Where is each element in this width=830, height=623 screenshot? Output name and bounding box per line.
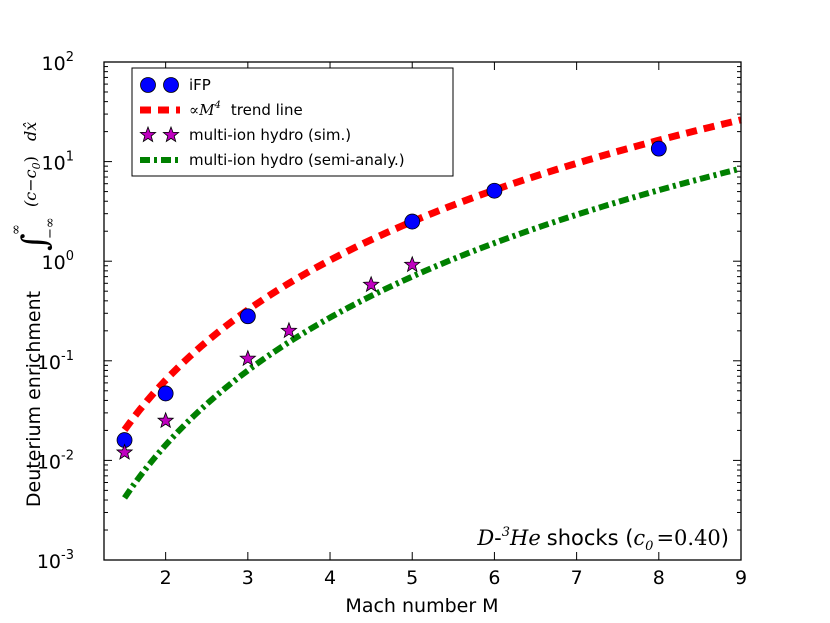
y-tick-exponent: -3 bbox=[61, 548, 74, 563]
sim-point bbox=[280, 321, 298, 339]
legend-label-sim: multi-ion hydro (sim.) bbox=[189, 126, 351, 144]
y-tick-exponent: 1 bbox=[66, 150, 74, 165]
sim-point bbox=[156, 411, 175, 429]
annot-sup: 3 bbox=[502, 525, 510, 540]
y-tick-exponent: -1 bbox=[61, 349, 74, 364]
x-axis-label: Mach number M bbox=[345, 595, 498, 617]
ifp-point bbox=[239, 308, 256, 325]
y-tick-base: 10 bbox=[42, 53, 66, 75]
legend-trend-prefix: ∝ bbox=[189, 101, 199, 119]
sim-point bbox=[362, 275, 380, 293]
x-tick-label: 5 bbox=[406, 567, 418, 589]
y-tick-base: 10 bbox=[42, 252, 66, 274]
y-tick-label: 102 bbox=[42, 50, 74, 75]
x-tick-label: 2 bbox=[160, 567, 172, 589]
annot-c: c bbox=[633, 526, 645, 550]
annotation: D-3He shocks (c0 =0.40) bbox=[476, 525, 729, 554]
integral-upper: ∞ bbox=[9, 224, 24, 235]
y-tick-label: 10-3 bbox=[37, 548, 74, 573]
y-tick-base: 10 bbox=[42, 153, 66, 175]
x-tick-label: 8 bbox=[653, 567, 665, 589]
legend-trend-var: M bbox=[198, 101, 215, 119]
legend-marker-ifp bbox=[163, 77, 179, 93]
integral-sign: ∫ bbox=[15, 233, 55, 251]
y-tick-label: 100 bbox=[42, 249, 74, 274]
plot-frame bbox=[103, 61, 742, 561]
legend-marker-ifp bbox=[140, 77, 156, 93]
y-tick-exponent: 2 bbox=[66, 50, 74, 65]
legend-trend-exp: 4 bbox=[214, 100, 221, 111]
y-tick-exponent: 0 bbox=[66, 249, 74, 264]
sim-point bbox=[239, 349, 257, 367]
legend-label-ifp: iFP bbox=[189, 76, 211, 94]
integral-lower: −∞ bbox=[43, 217, 58, 239]
legend-label-semi: multi-ion hydro (semi-analy.) bbox=[189, 151, 405, 169]
x-tick-label: 6 bbox=[488, 567, 500, 589]
legend-trend-suffix: trend line bbox=[231, 101, 303, 119]
integrand-close: ) bbox=[21, 156, 40, 162]
integrand-sub: 0 bbox=[30, 162, 43, 169]
x-tick-label: 7 bbox=[571, 567, 583, 589]
sim-point bbox=[115, 443, 134, 460]
y-label-dx: dx̂ bbox=[21, 122, 40, 141]
legend-marker-sim bbox=[139, 125, 157, 143]
y-axis-label: Deuterium enrichment ∫ ∞ −∞ (c−c0) dx̂ bbox=[9, 122, 58, 507]
x-tick-label: 3 bbox=[242, 567, 254, 589]
y-tick-exponent: -2 bbox=[61, 448, 74, 463]
ifp-point bbox=[157, 385, 174, 402]
y-tick-label: 10-2 bbox=[37, 448, 74, 473]
sim-point bbox=[403, 255, 421, 273]
y-tick-label: 101 bbox=[42, 150, 74, 175]
integrand-open: (c−c bbox=[21, 169, 40, 207]
legend-marker-sim bbox=[162, 125, 180, 143]
series-line-1 bbox=[121, 116, 742, 432]
annot-he: He bbox=[509, 526, 541, 550]
x-tick-label: 4 bbox=[324, 567, 336, 589]
y-tick-label: 10-1 bbox=[37, 349, 74, 374]
y-tick-base: 10 bbox=[37, 551, 61, 573]
legend-box bbox=[131, 67, 454, 177]
ifp-point bbox=[650, 140, 667, 157]
annot-close: ) bbox=[721, 526, 729, 550]
annot-word: shocks ( bbox=[547, 526, 634, 550]
annot-d: D bbox=[476, 526, 494, 550]
svg-text:(c−c0): (c−c0) bbox=[21, 156, 43, 207]
x-tick-label: 9 bbox=[735, 567, 747, 589]
y-tick-base: 10 bbox=[37, 352, 61, 374]
y-axis-label-text: Deuterium enrichment bbox=[23, 291, 45, 507]
annot-c-sub: 0 bbox=[645, 539, 653, 554]
series-line-3 bbox=[122, 165, 742, 500]
annot-dash: - bbox=[494, 526, 502, 550]
ifp-point bbox=[486, 182, 503, 199]
legend-label-trend: ∝M4 trend line bbox=[189, 100, 303, 119]
legend: iFP ∝M4 trend line multi-ion hydro (sim.)… bbox=[131, 67, 454, 177]
annot-eq: =0.40 bbox=[656, 526, 720, 550]
y-tick-base: 10 bbox=[37, 451, 61, 473]
svg-text:Deuterium enrichment: Deuterium enrichment bbox=[23, 291, 45, 507]
ifp-point bbox=[404, 213, 421, 230]
